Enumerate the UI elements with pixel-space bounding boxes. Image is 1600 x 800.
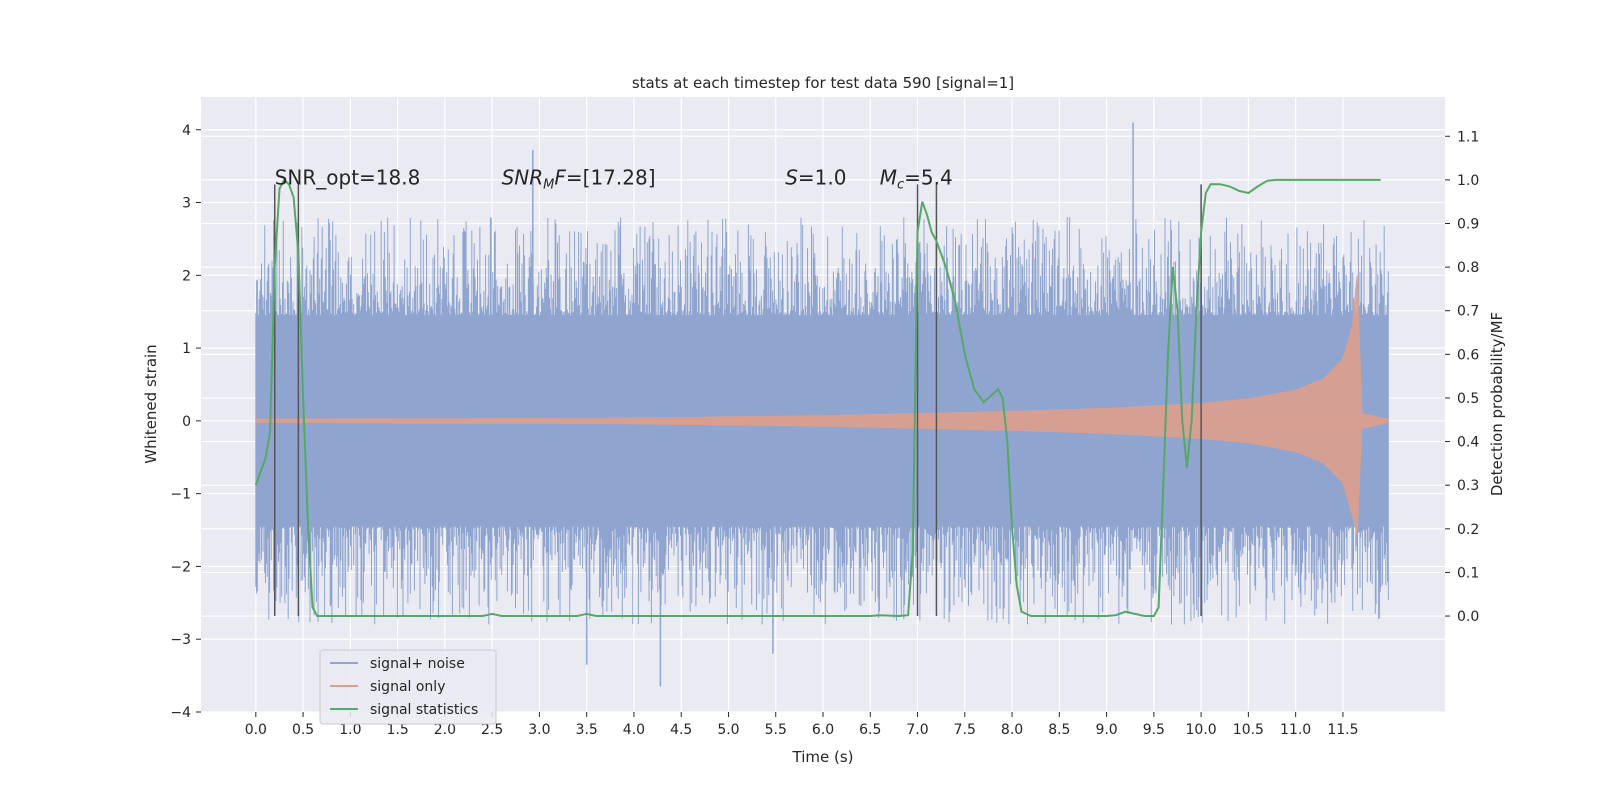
x-tick-label: 3.5	[576, 722, 598, 738]
y-tick-label: 4	[182, 123, 191, 139]
y-tick-label: 3	[182, 196, 191, 212]
x-tick-label: 7.0	[906, 722, 928, 738]
y-tick-label: −2	[170, 559, 191, 575]
legend-label-signal-statistics: signal statistics	[370, 702, 478, 718]
annotation-mc: Mc=5.4	[880, 165, 953, 192]
y-tick-label: −4	[170, 705, 191, 721]
x-tick-label: 5.0	[717, 722, 739, 738]
annotation-s: S=1.0	[785, 165, 846, 189]
x-tick-label: 0.0	[245, 722, 267, 738]
x-tick-label: 11.0	[1280, 722, 1311, 738]
legend-label-signal-only: signal only	[370, 679, 445, 695]
x-tick-label: 4.5	[670, 722, 692, 738]
x-tick-label: 10.5	[1233, 722, 1264, 738]
y2-tick-label: 0.1	[1457, 565, 1479, 581]
x-tick-label: 10.0	[1186, 722, 1217, 738]
y-axis-label: Whitened strain	[142, 344, 160, 463]
y-tick-label: −3	[170, 632, 191, 648]
y2-tick-label: 0.3	[1457, 478, 1479, 494]
y2-tick-label: 0.0	[1457, 609, 1479, 625]
x-tick-label: 0.5	[292, 722, 314, 738]
y2-tick-label: 0.7	[1457, 304, 1479, 320]
y2-tick-label: 1.0	[1457, 173, 1479, 189]
x-tick-label: 8.5	[1048, 722, 1070, 738]
x-tick-label: 5.5	[765, 722, 787, 738]
y2-tick-label: 0.4	[1457, 435, 1479, 451]
x-tick-label: 8.0	[1001, 722, 1023, 738]
legend-label-signal-noise: signal+ noise	[370, 656, 465, 672]
legend: signal+ noise signal only signal statist…	[320, 650, 496, 724]
y2-tick-label: 0.2	[1457, 522, 1479, 538]
x-tick-label: 4.0	[623, 722, 645, 738]
y-tick-label: −1	[170, 487, 191, 503]
y2-tick-label: 0.9	[1457, 216, 1479, 232]
x-tick-label: 3.0	[528, 722, 550, 738]
y2-axis-label: Detection probability/MF	[1488, 312, 1506, 496]
y-tick-label: 0	[182, 414, 191, 430]
y2-tick-label: 1.1	[1457, 129, 1479, 145]
x-tick-label: 7.5	[954, 722, 976, 738]
x-tick-label: 9.5	[1143, 722, 1165, 738]
y-tick-label: 2	[182, 268, 191, 284]
annotation-snr-opt: SNR_opt=18.8	[275, 165, 421, 189]
x-tick-label: 9.0	[1095, 722, 1117, 738]
y2-tick-label: 0.5	[1457, 391, 1479, 407]
x-axis-label: Time (s)	[792, 748, 854, 766]
x-tick-label: 6.5	[859, 722, 881, 738]
y2-tick-label: 0.6	[1457, 347, 1479, 363]
annotation-snr-mf: SNRMF=[17.28]	[502, 165, 656, 192]
y-tick-label: 1	[182, 341, 191, 357]
x-tick-label: 11.5	[1327, 722, 1358, 738]
chart-title: stats at each timestep for test data 590…	[632, 74, 1014, 92]
x-tick-label: 6.0	[812, 722, 834, 738]
y2-tick-label: 0.8	[1457, 260, 1479, 276]
